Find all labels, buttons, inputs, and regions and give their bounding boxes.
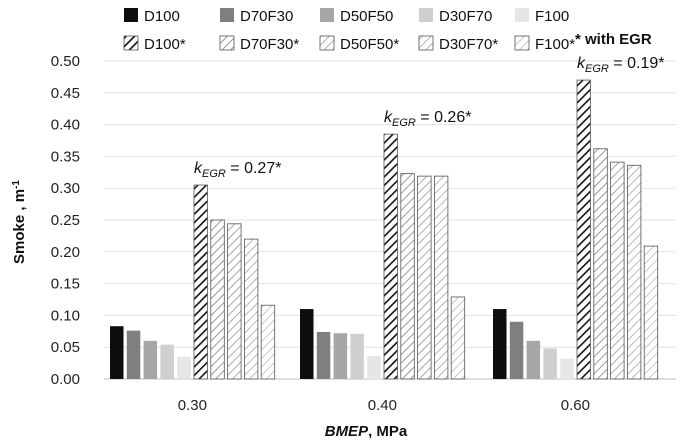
legend-label: D50F50 bbox=[340, 8, 393, 25]
y-tick-label: 0.30 bbox=[51, 180, 80, 197]
y-tick-label: 0.40 bbox=[51, 117, 80, 134]
bar-f100-egr-0.30 bbox=[260, 304, 276, 380]
bar-d100-egr-0.30 bbox=[193, 184, 208, 380]
bar-d100-0.60 bbox=[493, 309, 507, 379]
bar-d70f30-egr-0.30 bbox=[210, 219, 225, 380]
y-tick-labels: 0.00 0.05 0.10 0.15 0.20 0.25 0.30 0.35 0.40 0.45… bbox=[51, 53, 80, 388]
x-axis-title-unit: , MPa bbox=[368, 423, 408, 440]
x-axis-title-italic: BMEP bbox=[325, 423, 369, 440]
k-subscript: EGR bbox=[392, 117, 416, 129]
bar-f100-0.60 bbox=[560, 358, 574, 379]
legend-label: D30F70* bbox=[439, 36, 498, 53]
legend-label: D50F50* bbox=[340, 36, 399, 53]
x-tick-label: 0.40 bbox=[368, 397, 397, 414]
bar-d70f30-egr-0.40 bbox=[400, 173, 415, 380]
y-tick-label: 0.45 bbox=[51, 85, 80, 102]
legend-swatch bbox=[220, 8, 234, 22]
bar-d100-0.30 bbox=[110, 326, 124, 379]
k-value: = 0.26* bbox=[416, 109, 472, 126]
k-egr-annotation: kEGR = 0.26* bbox=[384, 109, 471, 129]
legend-label: F100* bbox=[535, 36, 575, 53]
bar-f100-egr-0.40 bbox=[450, 296, 466, 380]
egr-note: * with EGR bbox=[575, 31, 652, 48]
legend-swatch bbox=[123, 35, 139, 51]
bar-d70f30-0.60 bbox=[509, 321, 524, 379]
k-symbol: k bbox=[384, 109, 393, 126]
y-tick-label: 0.00 bbox=[51, 371, 80, 388]
y-axis-title: Smoke , m-1 bbox=[11, 180, 29, 264]
bar-d50f50-egr-0.30 bbox=[227, 223, 242, 380]
bar-f100-0.30 bbox=[177, 356, 191, 379]
legend-label: D30F70 bbox=[439, 8, 492, 25]
bar-d100-egr-0.40 bbox=[383, 133, 398, 380]
y-tick-label: 0.20 bbox=[51, 244, 80, 261]
bar-d70f30-0.30 bbox=[126, 330, 141, 379]
k-egr-annotation: kEGR = 0.27* bbox=[194, 160, 281, 180]
bar-d30f70-egr-0.40 bbox=[433, 175, 449, 380]
bar-f100-0.40 bbox=[367, 356, 381, 379]
k-symbol: k bbox=[577, 55, 586, 72]
x-tick-label: 0.30 bbox=[178, 397, 207, 414]
legend-swatch bbox=[515, 8, 529, 22]
y-tick-label: 0.50 bbox=[51, 53, 80, 70]
bar-d50f50-egr-0.40 bbox=[417, 175, 432, 380]
legend-swatch bbox=[418, 35, 434, 51]
bar-d50f50-0.60 bbox=[526, 340, 541, 379]
x-tick-labels: 0.30 0.40 0.60 bbox=[178, 397, 590, 414]
legend-label: D100 bbox=[144, 8, 180, 25]
bar-d100-egr-0.60 bbox=[576, 79, 591, 380]
bar-d30f70-0.60 bbox=[543, 348, 557, 379]
y-tick-label: 0.10 bbox=[51, 307, 80, 324]
legend-swatch bbox=[320, 8, 334, 22]
legend-swatch bbox=[219, 35, 235, 51]
y-tick-label: 0.15 bbox=[51, 276, 80, 293]
legend-label: F100 bbox=[535, 8, 569, 25]
bar-d30f70-egr-0.30 bbox=[243, 238, 259, 380]
bar-d30f70-egr-0.60 bbox=[627, 164, 642, 380]
bar-d30f70-0.40 bbox=[350, 333, 364, 379]
annotations: kEGR = 0.27*kEGR = 0.26*kEGR = 0.19* bbox=[194, 55, 664, 180]
y-axis-title-sup: -1 bbox=[11, 180, 22, 189]
bar-d50f50-0.40 bbox=[333, 333, 348, 379]
bar-d70f30-egr-0.60 bbox=[593, 148, 608, 380]
legend-swatch bbox=[514, 35, 530, 51]
y-tick-label: 0.05 bbox=[51, 339, 80, 356]
y-tick-label: 0.35 bbox=[51, 148, 80, 165]
k-subscript: EGR bbox=[585, 63, 609, 75]
bar-d100-0.40 bbox=[300, 309, 314, 379]
legend: D100 D70F30 D50F50 D30F70 F100 D100* D70F30* D5… bbox=[123, 8, 575, 53]
legend-swatch bbox=[319, 35, 335, 51]
legend-swatch bbox=[419, 8, 433, 22]
y-tick-label: 0.25 bbox=[51, 212, 80, 229]
x-tick-label: 0.60 bbox=[561, 397, 590, 414]
k-egr-annotation: kEGR = 0.19* bbox=[577, 55, 664, 75]
bar-d50f50-egr-0.60 bbox=[610, 161, 625, 380]
k-value: = 0.19* bbox=[609, 55, 665, 72]
k-value: = 0.27* bbox=[226, 160, 282, 177]
k-symbol: k bbox=[194, 160, 203, 177]
y-axis-title-text: Smoke , m bbox=[11, 189, 28, 264]
x-axis-title: BMEP, MPa bbox=[325, 423, 408, 440]
legend-label: D100* bbox=[144, 36, 186, 53]
k-subscript: EGR bbox=[202, 168, 226, 180]
bars bbox=[110, 79, 659, 380]
bar-d50f50-0.30 bbox=[143, 340, 158, 379]
bar-f100-egr-0.60 bbox=[643, 245, 659, 380]
bar-d70f30-0.40 bbox=[316, 331, 331, 379]
legend-label: D70F30 bbox=[240, 8, 293, 25]
legend-label: D70F30* bbox=[240, 36, 299, 53]
bar-d30f70-0.30 bbox=[160, 344, 174, 379]
legend-swatch bbox=[124, 8, 138, 22]
